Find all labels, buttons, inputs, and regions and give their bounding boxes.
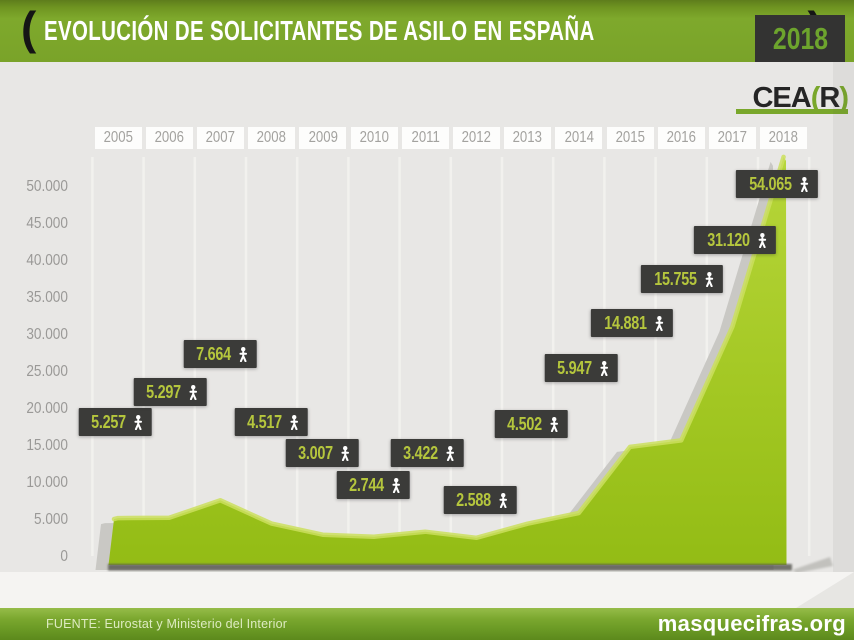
header-bar: ( EVOLUCIÓN DE SOLICITANTES DE ASILO EN … [0,0,854,62]
person-icon [655,315,664,331]
y-tick-35.000: 35.000 [26,289,68,306]
year-label-2018: 2018 [760,127,808,149]
y-tick-20.000: 20.000 [26,400,68,417]
bottom-white-strip [0,572,854,608]
baseline-shadow [108,564,792,571]
year-label-2015: 2015 [606,127,654,149]
footer-bar: FUENTE: Eurostat y Ministerio del Interi… [0,608,854,640]
area-shape [108,156,787,565]
person-icon [391,477,400,493]
year-badge-text: 2018 [772,20,828,56]
data-label-2018: 54.065 [735,170,819,198]
data-label-2011: 3.422 [390,439,464,467]
website-link[interactable]: masquecifras.org [657,611,846,636]
y-tick-15.000: 15.000 [26,437,68,454]
year-label-2005: 2005 [94,127,142,149]
page-title-text: EVOLUCIÓN DE SOLICITANTES DE ASILO EN ES… [44,15,595,46]
data-label-2007: 7.664 [183,340,257,368]
y-tick-25.000: 25.000 [26,363,68,380]
year-label-2007: 2007 [196,127,244,149]
cear-logo: CEA(R) [752,82,848,115]
page-right-edge-shade [833,62,854,573]
person-icon [498,492,507,508]
data-label-2005: 5.257 [78,408,152,436]
person-icon [238,346,247,362]
title-bracket-open: ( [21,2,37,54]
person-icon [133,414,142,430]
year-label-2009: 2009 [299,127,347,149]
person-icon [289,414,298,430]
person-icon [800,176,809,192]
year-label-2010: 2010 [350,127,398,149]
area-top-highlight [111,154,786,541]
y-tick-30.000: 30.000 [26,326,68,343]
area-shadow [95,161,774,570]
logo-paren-close: ) [839,82,849,114]
y-tick-0: 0 [60,548,68,565]
data-label-2017: 31.120 [693,226,777,254]
person-icon [445,445,454,461]
year-badge: 2018 [755,15,845,62]
data-label-2015: 14.881 [590,309,674,337]
source-note: FUENTE: Eurostat y Ministerio del Interi… [46,617,288,631]
person-icon [340,445,349,461]
person-icon [705,271,714,287]
baseline-fold-shadow [792,557,833,573]
page-title: EVOLUCIÓN DE SOLICITANTES DE ASILO EN ES… [44,15,798,47]
person-icon [599,360,608,376]
y-tick-40.000: 40.000 [26,252,68,269]
year-label-2008: 2008 [248,127,296,149]
data-label-2008: 4.517 [234,408,308,436]
data-label-2009: 3.007 [285,439,359,467]
data-label-2013: 4.502 [494,410,568,438]
year-label-2012: 2012 [452,127,500,149]
logo-letter: R [819,82,840,114]
year-label-2011: 2011 [401,127,449,149]
year-label-2013: 2013 [504,127,552,149]
year-label-2014: 2014 [555,127,603,149]
logo-paren-open: ( [810,82,821,114]
year-label-2016: 2016 [657,127,705,149]
y-tick-10.000: 10.000 [26,474,68,491]
y-tick-50.000: 50.000 [26,178,68,195]
data-label-2012: 2.588 [443,486,517,514]
gridlines [91,157,811,556]
person-icon [188,384,197,400]
data-label-2010: 2.744 [336,471,410,499]
y-tick-5.000: 5.000 [33,511,68,528]
logo-underline [736,109,848,114]
data-label-2016: 15.755 [640,265,724,293]
year-label-2017: 2017 [708,127,756,149]
year-label-2006: 2006 [145,127,193,149]
data-label-2006: 5.297 [133,378,207,406]
logo-name: CEA [752,82,811,114]
data-label-2014: 5.947 [544,354,618,382]
y-tick-45.000: 45.000 [26,215,68,232]
person-icon [758,232,767,248]
person-icon [549,416,558,432]
